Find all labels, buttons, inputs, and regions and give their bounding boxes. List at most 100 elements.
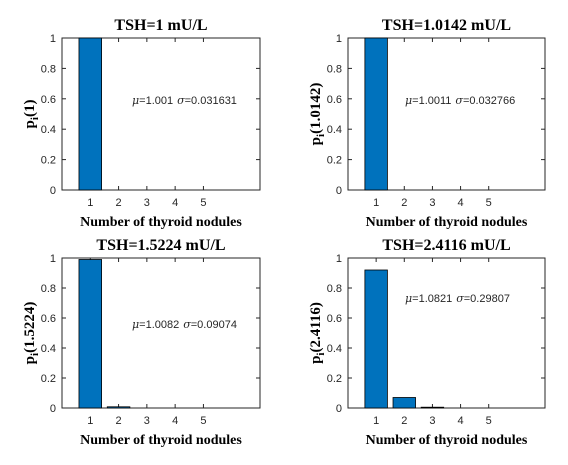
y-tick-label: 0.8 <box>41 63 56 75</box>
chart-title: TSH=1.0142 mU/L <box>382 17 511 34</box>
y-axis-label-subscript: i <box>29 117 41 120</box>
chart-panel-2: TSH=1.0142 mU/L 0 0.2 0.4 0.6 0.8 1 1 2 3 4 5 Number… <box>308 17 546 230</box>
y-axis-label-main: p <box>22 120 38 128</box>
stats-annotation: μ=1.0011 σ=0.032766 <box>405 94 515 107</box>
mu-symbol: μ <box>405 292 412 305</box>
x-tick-label: 4 <box>172 415 178 427</box>
bar <box>392 397 416 409</box>
bar <box>420 406 445 409</box>
sigma-value: =0.031631 <box>185 95 237 107</box>
chart-title: TSH=1 mU/L <box>114 17 207 34</box>
y-axis-label-subscript: i <box>29 353 41 356</box>
chart-panel-1: TSH=1 mU/L 0 0.2 0.4 0.6 0.8 1 1 2 3 4 5 Number of t… <box>22 17 261 230</box>
y-axis-label: pi(1.5224) <box>22 302 41 365</box>
x-axis-label: Number of thyroid nodules <box>80 433 242 448</box>
x-tick-label: 5 <box>486 415 492 427</box>
x-tick-label: 3 <box>144 197 150 209</box>
x-axis-label: Number of thyroid nodules <box>366 433 528 448</box>
sigma-value: =0.09074 <box>191 319 237 331</box>
bar <box>78 259 102 409</box>
y-axis-label: pi(1) <box>22 100 41 129</box>
y-tick-label: 1 <box>336 33 342 45</box>
x-axis-label: Number of thyroid nodules <box>366 215 528 230</box>
y-tick-label: 0 <box>50 185 56 197</box>
x-axis-label: Number of thyroid nodules <box>80 215 242 230</box>
y-axis-label-main: p <box>308 356 324 364</box>
sigma-symbol: σ <box>455 94 463 107</box>
y-tick-label: 0.6 <box>41 94 56 106</box>
y-tick-label: 0.8 <box>327 63 342 75</box>
chart-panel-4: TSH=2.4116 mU/L 0 0.2 0.4 0.6 0.8 1 1 2 3 4 5 Number… <box>308 237 546 448</box>
sigma-value: =0.032766 <box>463 95 515 107</box>
y-axis-label: pi(1.0142) <box>308 83 327 146</box>
y-tick-label: 0.2 <box>41 155 56 167</box>
y-axis-label-subscript: i <box>315 134 327 137</box>
stats-annotation: μ=1.001 σ=0.031631 <box>132 94 237 107</box>
bar <box>364 269 388 409</box>
y-axis-label: pi(2.4116) <box>308 302 327 364</box>
mu-value: =1.001 <box>139 95 173 107</box>
sigma-value: =0.29807 <box>464 293 510 305</box>
axes-box <box>347 37 546 191</box>
x-tick-label: 2 <box>116 197 122 209</box>
sigma-symbol: σ <box>183 318 191 331</box>
x-tick-label: 5 <box>200 197 206 209</box>
mu-value: =1.0011 <box>412 95 451 107</box>
x-tick-label: 2 <box>401 197 407 209</box>
bar <box>106 406 131 409</box>
x-tick-label: 3 <box>144 415 150 427</box>
y-tick-label: 0.4 <box>41 124 56 136</box>
x-tick-label: 4 <box>172 197 178 209</box>
x-tick-label: 2 <box>116 415 122 427</box>
x-tick-label: 5 <box>200 415 206 427</box>
stats-annotation: μ=1.0082 σ=0.09074 <box>132 318 237 331</box>
y-tick-label: 0.2 <box>327 373 342 385</box>
y-axis-label-argument: (1) <box>22 100 38 118</box>
y-tick-label: 0.4 <box>41 343 56 355</box>
y-axis-label-argument: (1.5224) <box>22 302 38 353</box>
chart-title: TSH=2.4116 mU/L <box>382 237 510 254</box>
y-axis-label-main: p <box>22 356 38 364</box>
axes-box <box>61 257 261 409</box>
mu-symbol: μ <box>132 94 139 107</box>
y-tick-label: 0.6 <box>41 313 56 325</box>
y-tick-label: 0.8 <box>41 283 56 295</box>
x-tick-label: 4 <box>458 197 464 209</box>
y-tick-label: 0.4 <box>327 124 342 136</box>
x-tick-label: 5 <box>486 197 492 209</box>
sigma-symbol: σ <box>177 94 185 107</box>
x-tick-label: 4 <box>458 415 464 427</box>
x-tick-label: 1 <box>373 415 379 427</box>
x-tick-label: 3 <box>429 415 435 427</box>
x-tick-label: 3 <box>429 197 435 209</box>
mu-symbol: μ <box>405 94 412 107</box>
mu-value: =1.0821 <box>412 293 452 305</box>
y-tick-label: 0.8 <box>327 283 342 295</box>
axes-box <box>61 37 261 191</box>
y-tick-label: 0.4 <box>327 343 342 355</box>
y-axis-label-subscript: i <box>315 353 327 356</box>
stats-annotation: μ=1.0821 σ=0.29807 <box>405 292 510 305</box>
y-tick-label: 0 <box>336 403 342 415</box>
y-tick-label: 1 <box>50 33 56 45</box>
mu-value: =1.0082 <box>139 319 179 331</box>
y-tick-label: 0.2 <box>327 155 342 167</box>
bar <box>364 37 388 191</box>
y-axis-label-argument: (1.0142) <box>308 83 324 134</box>
x-tick-label: 1 <box>373 197 379 209</box>
y-axis-label-main: p <box>308 137 324 145</box>
chart-panel-3: TSH=1.5224 mU/L 0 0.2 0.4 0.6 0.8 1 1 2 3 4 5 Number… <box>22 237 261 448</box>
y-tick-label: 0 <box>336 185 342 197</box>
y-tick-label: 0.6 <box>327 94 342 106</box>
x-tick-label: 1 <box>87 415 93 427</box>
y-tick-label: 0 <box>50 403 56 415</box>
x-tick-label: 2 <box>401 415 407 427</box>
axes-box <box>347 257 546 409</box>
chart-title: TSH=1.5224 mU/L <box>96 237 225 254</box>
y-tick-label: 0.6 <box>327 313 342 325</box>
y-axis-label-argument: (2.4116) <box>308 302 324 352</box>
bar <box>78 37 102 191</box>
x-tick-label: 1 <box>87 197 93 209</box>
mu-symbol: μ <box>132 318 139 331</box>
